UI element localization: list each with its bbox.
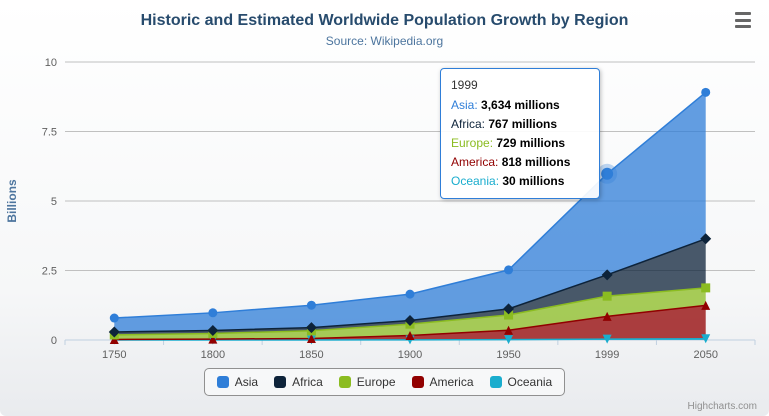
- x-axis-label: 1850: [299, 349, 323, 361]
- legend-item-america[interactable]: America: [411, 375, 474, 389]
- data-point-america-1850[interactable]: [306, 333, 316, 343]
- data-point-africa-1750[interactable]: [108, 326, 120, 338]
- legend-symbol: [216, 376, 229, 388]
- data-point-america-1900[interactable]: [405, 330, 415, 340]
- area-america[interactable]: [114, 305, 706, 340]
- data-point-america-2050[interactable]: [701, 300, 711, 310]
- legend-item-europe[interactable]: Europe: [338, 375, 396, 389]
- data-point-africa-2050[interactable]: [700, 233, 712, 245]
- data-point-america-1950[interactable]: [504, 325, 514, 335]
- data-point-europe-1950[interactable]: [504, 310, 514, 320]
- legend-label: Oceania: [507, 375, 553, 389]
- data-point-oceania-1950[interactable]: [504, 335, 514, 345]
- data-point-asia-1750[interactable]: [109, 313, 119, 323]
- x-axis-label: 1900: [398, 349, 422, 361]
- legend-label: Europe: [356, 375, 396, 389]
- data-point-asia-1850[interactable]: [306, 300, 316, 310]
- data-point-europe-1999[interactable]: [602, 291, 612, 301]
- data-point-oceania-2050[interactable]: [701, 334, 711, 344]
- hamburger-icon: [735, 25, 751, 28]
- legend-symbol: [338, 376, 351, 388]
- chart-subtitle: Source: Wikipedia.org: [325, 34, 444, 48]
- data-point-europe-2050[interactable]: [701, 283, 711, 293]
- data-point-africa-1950[interactable]: [503, 303, 515, 315]
- legend-box: Asia Africa Europe America Oceania: [203, 368, 566, 396]
- data-point-asia-1950[interactable]: [504, 265, 514, 275]
- x-axis-label: 1750: [102, 349, 126, 361]
- legend-item-oceania[interactable]: Oceania: [489, 375, 553, 389]
- legend-item-africa[interactable]: Africa: [274, 375, 323, 389]
- legend-symbol: [411, 376, 424, 388]
- legend-label: Asia: [234, 375, 259, 389]
- legend-label: America: [429, 375, 474, 389]
- legend-symbol: [489, 376, 502, 388]
- data-point-america-1800[interactable]: [208, 334, 218, 344]
- y-axis-label: 10: [45, 57, 57, 69]
- hamburger-icon: [735, 18, 751, 22]
- data-point-america-1750[interactable]: [109, 334, 119, 344]
- context-menu-button[interactable]: [733, 10, 755, 30]
- hamburger-icon: [735, 12, 751, 15]
- y-axis-label: 5: [51, 196, 57, 208]
- data-point-oceania-1999[interactable]: [602, 334, 612, 344]
- y-axis-label: 0: [51, 335, 57, 347]
- legend-label: Africa: [292, 375, 323, 389]
- data-point-asia-1800[interactable]: [208, 308, 218, 318]
- data-point-america-1999[interactable]: [602, 311, 612, 321]
- legend-item-asia[interactable]: Asia: [216, 375, 259, 389]
- legend-symbol: [274, 376, 287, 388]
- data-point-africa-1900[interactable]: [404, 314, 416, 326]
- data-point-asia-1999[interactable]: [601, 167, 614, 180]
- x-axis-label: 1800: [201, 349, 225, 361]
- legend: Asia Africa Europe America Oceania: [0, 368, 769, 396]
- highcharts-credit[interactable]: Highcharts.com: [687, 401, 757, 412]
- area-asia[interactable]: [114, 92, 706, 332]
- x-axis-label: 2050: [693, 349, 717, 361]
- data-point-africa-1999[interactable]: [601, 269, 613, 281]
- data-point-africa-1850[interactable]: [305, 322, 317, 334]
- chart-title: Historic and Estimated Worldwide Populat…: [140, 12, 629, 29]
- data-point-asia-2050[interactable]: [701, 87, 711, 97]
- y-axis-title: Billions: [5, 179, 19, 223]
- y-axis-label: 7.5: [42, 127, 57, 139]
- data-point-africa-1800[interactable]: [207, 324, 219, 336]
- area-africa[interactable]: [114, 238, 706, 335]
- y-axis-label: 2.5: [42, 266, 57, 278]
- data-point-asia-1900[interactable]: [405, 289, 415, 299]
- x-axis-label: 1950: [496, 349, 520, 361]
- x-axis-label: 1999: [595, 349, 619, 361]
